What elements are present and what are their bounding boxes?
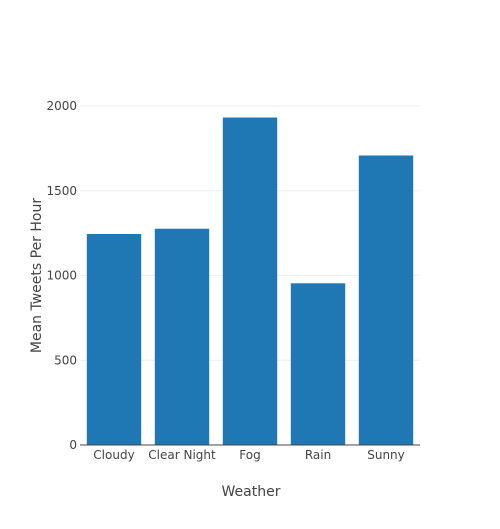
y-tick-label: 1500 xyxy=(46,184,77,198)
bar-clear-night[interactable] xyxy=(154,228,210,445)
y-tick-label: 2000 xyxy=(46,99,77,113)
y-tick-labels: 0 500 1000 1500 2000 xyxy=(46,99,77,452)
y-tick-label: 500 xyxy=(54,353,77,367)
x-tick-label: Clear Night xyxy=(148,448,216,462)
x-tick-label: Cloudy xyxy=(93,448,134,462)
bar-rain[interactable] xyxy=(290,283,346,445)
x-axis-title: Weather xyxy=(222,484,281,500)
y-tick-label: 1000 xyxy=(46,269,77,283)
x-tick-label: Sunny xyxy=(367,448,405,462)
x-tick-label: Rain xyxy=(305,448,331,462)
bar-cloudy[interactable] xyxy=(86,233,142,445)
y-axis-title: Mean Tweets Per Hour xyxy=(29,198,45,353)
x-tick-label: Fog xyxy=(239,448,260,462)
bar-sunny[interactable] xyxy=(358,155,414,445)
x-tick-labels: Cloudy Clear Night Fog Rain Sunny xyxy=(93,448,404,462)
bar-fog[interactable] xyxy=(222,117,278,445)
y-tick-label: 0 xyxy=(69,438,77,452)
bars xyxy=(86,117,414,445)
